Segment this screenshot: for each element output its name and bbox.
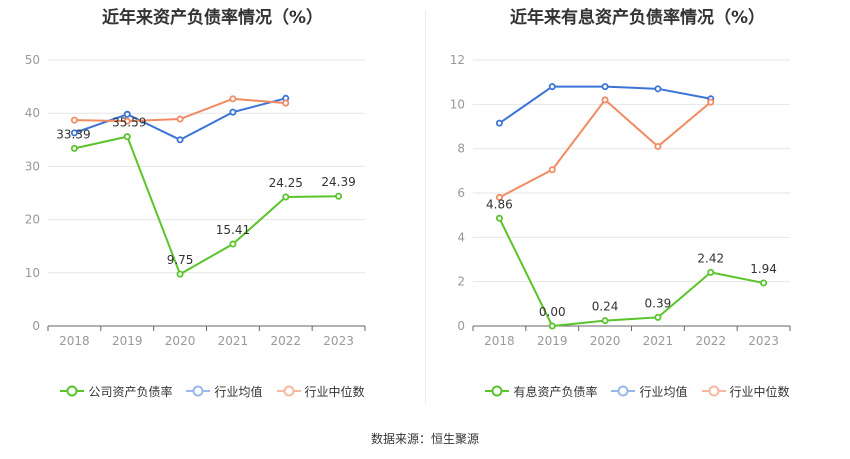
legend-item-industry-mean[interactable]: 行业均值 xyxy=(186,383,263,400)
data-point xyxy=(654,313,662,321)
data-point xyxy=(548,166,556,174)
data-label: 0.39 xyxy=(645,296,672,310)
y-tick-label: 20 xyxy=(25,213,40,227)
legend-label: 行业中位数 xyxy=(729,384,790,399)
y-tick-label: 50 xyxy=(25,53,40,67)
data-label: 33.39 xyxy=(56,127,90,141)
data-label: 24.25 xyxy=(269,176,303,190)
legend-label: 行业中位数 xyxy=(304,384,365,399)
legend-line-icon xyxy=(485,385,510,397)
y-tick-label: 6 xyxy=(457,186,465,200)
series-line xyxy=(74,135,339,276)
x-tick-label: 2023 xyxy=(748,334,779,348)
data-point xyxy=(123,117,131,125)
data-point xyxy=(601,317,609,325)
data-point xyxy=(123,110,131,118)
data-point xyxy=(229,108,237,116)
legend-label: 公司资产负债率 xyxy=(88,384,173,399)
y-tick-label: 8 xyxy=(457,142,465,156)
data-label: 0.00 xyxy=(539,305,566,319)
x-tick-label: 2020 xyxy=(590,334,621,348)
x-tick-label: 2021 xyxy=(643,334,674,348)
y-tick-label: 0 xyxy=(32,319,40,333)
x-tick-label: 2018 xyxy=(484,334,515,348)
legend-line-icon xyxy=(60,385,85,397)
legend: 公司资产负债率 行业均值 行业中位数 xyxy=(0,380,425,402)
y-tick-label: 30 xyxy=(25,159,40,173)
legend-line-icon xyxy=(276,385,301,397)
data-label: 0.24 xyxy=(592,300,619,314)
y-tick-label: 2 xyxy=(457,275,465,289)
y-tick-label: 10 xyxy=(450,97,465,111)
x-tick-label: 2018 xyxy=(59,334,90,348)
data-point xyxy=(282,193,290,201)
x-tick-label: 2022 xyxy=(695,334,726,348)
data-point xyxy=(601,96,609,104)
legend-item-industry-median[interactable]: 行业中位数 xyxy=(701,383,790,400)
data-label: 1.94 xyxy=(750,262,777,276)
x-tick-label: 2022 xyxy=(270,334,301,348)
data-label: 24.39 xyxy=(321,175,355,189)
data-point xyxy=(123,133,131,141)
data-point xyxy=(70,116,78,124)
data-label: 35.59 xyxy=(112,116,146,130)
y-tick-label: 40 xyxy=(25,106,40,120)
x-tick-label: 2019 xyxy=(537,334,568,348)
data-point xyxy=(70,144,78,152)
y-tick-label: 0 xyxy=(457,319,465,333)
legend-line-icon xyxy=(611,385,636,397)
data-point xyxy=(707,268,715,276)
x-tick-label: 2023 xyxy=(323,334,354,348)
data-point xyxy=(548,322,556,330)
data-point xyxy=(495,119,503,127)
x-tick-label: 2021 xyxy=(218,334,249,348)
data-point xyxy=(548,83,556,91)
legend-item-industry-median[interactable]: 行业中位数 xyxy=(276,383,365,400)
series-line xyxy=(498,85,711,124)
y-tick-label: 12 xyxy=(450,53,465,67)
data-point xyxy=(495,214,503,222)
data-source-note: 数据来源：恒生聚源 xyxy=(370,432,479,446)
asset-liability-chart: 近年来资产负债率情况（%） 0 10 20 30 40 50 2018 2019 2020 202… xyxy=(0,0,425,410)
data-point xyxy=(707,98,715,106)
legend-item-company[interactable]: 有息资产负债率 xyxy=(485,383,597,400)
legend-item-industry-mean[interactable]: 行业均值 xyxy=(611,383,688,400)
legend-label: 行业均值 xyxy=(639,384,688,399)
data-point xyxy=(176,136,184,144)
data-point xyxy=(229,95,237,103)
data-label: 2.42 xyxy=(697,251,724,265)
data-label: 15.41 xyxy=(216,223,250,237)
data-point xyxy=(229,240,237,248)
y-tick-label: 4 xyxy=(457,230,465,244)
y-tick-label: 10 xyxy=(25,266,40,280)
interest-bearing-plot: 0 2 4 6 8 10 12 2018 2019 2020 2021 2022 2023 4.86 0.0… xyxy=(450,53,791,348)
panel-divider xyxy=(425,10,426,405)
chart-title: 近年来有息资产负债率情况（%） xyxy=(509,8,766,28)
data-label: 9.75 xyxy=(167,253,194,267)
data-point xyxy=(176,115,184,123)
legend: 有息资产负债率 行业均值 行业中位数 xyxy=(425,380,850,402)
legend-line-icon xyxy=(186,385,211,397)
data-point xyxy=(760,279,768,287)
data-label: 4.86 xyxy=(486,197,513,211)
data-point xyxy=(282,99,290,107)
legend-line-icon xyxy=(701,385,726,397)
x-tick-label: 2020 xyxy=(165,334,196,348)
legend-label: 行业均值 xyxy=(214,384,263,399)
data-point xyxy=(495,193,503,201)
asset-liability-plot: 0 10 20 30 40 50 2018 2019 2020 2021 2022 2023 33.39… xyxy=(25,53,366,348)
data-point xyxy=(70,129,78,137)
interest-bearing-liability-chart: 近年来有息资产负债率情况（%） 0 2 4 6 8 10 12 2018 2019 2020 202… xyxy=(425,0,850,410)
legend-item-company[interactable]: 公司资产负债率 xyxy=(60,383,172,400)
data-point xyxy=(335,192,343,200)
chart-title: 近年来资产负债率情况（%） xyxy=(101,8,324,28)
data-point xyxy=(654,142,662,150)
x-tick-label: 2019 xyxy=(112,334,143,348)
series-line xyxy=(498,217,764,327)
data-point xyxy=(601,83,609,91)
data-point xyxy=(654,85,662,93)
legend-label: 有息资产负债率 xyxy=(513,384,598,399)
data-point xyxy=(176,270,184,278)
